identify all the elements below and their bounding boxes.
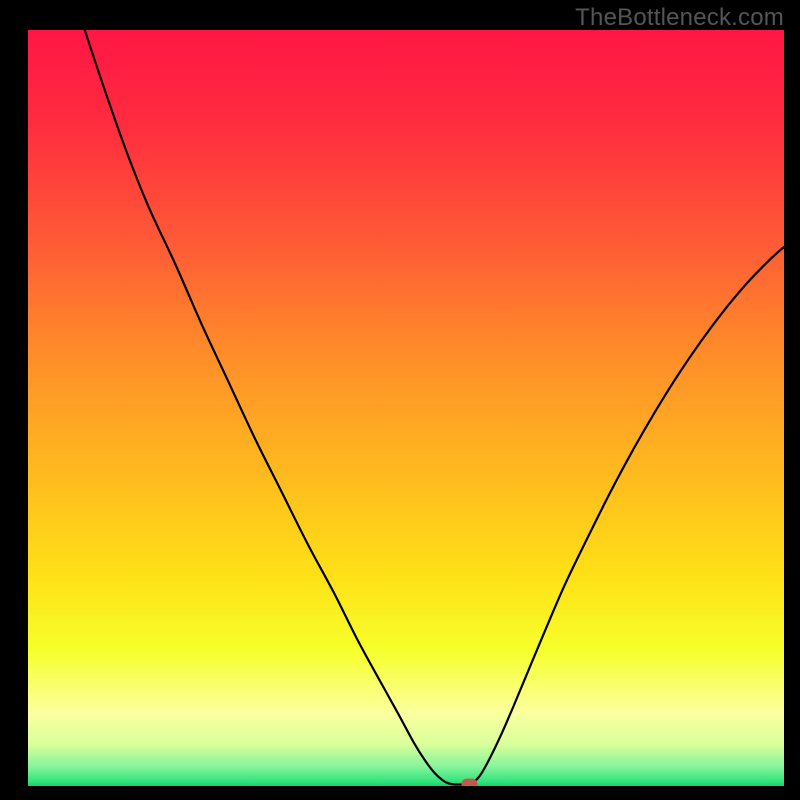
chart-canvas: TheBottleneck.com — [0, 0, 800, 800]
watermark-text: TheBottleneck.com — [575, 4, 784, 32]
gradient-background — [28, 30, 784, 786]
plot-area — [28, 30, 784, 790]
bottleneck-curve-chart — [0, 0, 800, 800]
